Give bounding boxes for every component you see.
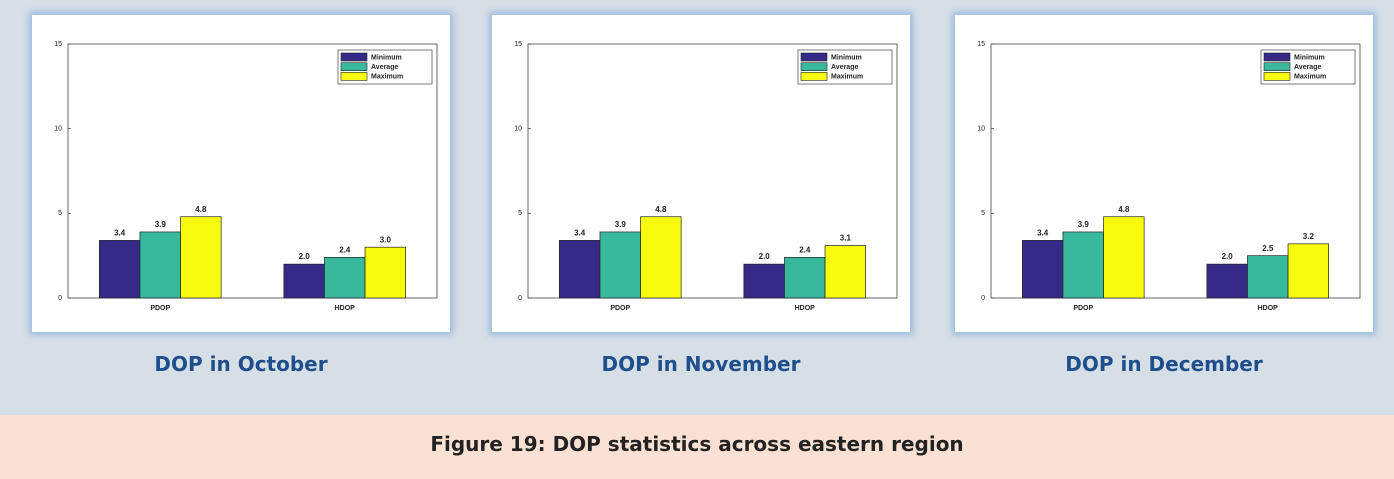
bar [283, 263, 325, 299]
y-tick-label: 0 [981, 295, 985, 302]
value-label: 3.4 [1037, 229, 1049, 238]
x-tick-label: PDOP [610, 305, 630, 312]
legend-label: Minimum [1294, 54, 1325, 61]
legend-swatch [800, 52, 828, 62]
y-tick-label: 5 [58, 210, 62, 217]
value-label: 3.2 [1303, 232, 1315, 241]
x-tick-label: HDOP [335, 305, 356, 312]
y-tick-label: 10 [54, 126, 62, 133]
plot-area [527, 43, 898, 299]
figure-caption: Figure 19: DOP statistics across eastern… [0, 415, 1394, 479]
bar [1287, 243, 1329, 299]
chart-caption: DOP in October [154, 352, 328, 376]
bar [743, 263, 785, 299]
value-label: 3.1 [840, 234, 852, 243]
value-label: 4.8 [1118, 205, 1130, 214]
chart-caption: DOP in November [601, 352, 801, 376]
y-tick-label: 5 [981, 210, 985, 217]
y-tick-label: 5 [518, 210, 522, 217]
legend-label: Average [831, 64, 858, 71]
value-label: 3.4 [574, 229, 586, 238]
y-tick-label: 15 [514, 41, 522, 48]
value-label: 3.9 [155, 220, 167, 229]
bar [139, 231, 181, 299]
bar [324, 257, 366, 299]
bar [640, 216, 682, 299]
y-tick-label: 10 [977, 126, 985, 133]
legend-label: Minimum [831, 54, 862, 61]
y-tick-label: 0 [58, 295, 62, 302]
legend-label: Average [371, 64, 398, 71]
y-tick-label: 10 [514, 126, 522, 133]
bar [364, 246, 406, 299]
bar [180, 216, 222, 299]
legend-label: Maximum [1294, 74, 1326, 81]
x-tick-label: PDOP [1073, 305, 1093, 312]
value-label: 3.9 [615, 220, 627, 229]
legend-swatch [1263, 62, 1291, 72]
plot-area [67, 43, 438, 299]
legend-swatch [340, 72, 368, 81]
legend-swatch [1263, 52, 1291, 62]
value-label: 3.9 [1078, 220, 1090, 229]
value-label: 4.8 [195, 205, 207, 214]
bar [784, 257, 826, 299]
bar [559, 240, 601, 299]
bar [1103, 216, 1145, 299]
bar [1062, 231, 1104, 299]
legend-swatch [800, 72, 828, 81]
value-label: 2.4 [339, 245, 351, 254]
value-label: 2.4 [799, 245, 811, 254]
value-label: 3.4 [114, 229, 126, 238]
panel: 0 5 10 15 PDOP 3.4 3.9 4.8 HDOP 2.0 2.5 3.2 Minimum A… [955, 15, 1373, 332]
y-tick-label: 0 [518, 295, 522, 302]
legend-swatch [1263, 72, 1291, 81]
chart-caption: DOP in December [1065, 352, 1263, 376]
y-tick-label: 15 [977, 41, 985, 48]
legend-label: Minimum [371, 54, 402, 61]
chart: 0 5 10 15 PDOP 3.4 3.9 4.8 HDOP 2.0 2.5 3.2 Minimum A… [977, 41, 1361, 312]
bar [599, 231, 641, 299]
legend-label: Maximum [831, 74, 863, 81]
legend-swatch [800, 62, 828, 72]
value-label: 2.5 [1262, 244, 1274, 253]
legend-label: Maximum [371, 74, 403, 81]
legend-swatch [340, 62, 368, 72]
value-label: 3.0 [380, 235, 392, 244]
legend-label: Average [1294, 64, 1321, 71]
chart: 0 5 10 15 PDOP 3.4 3.9 4.8 HDOP 2.0 2.4 3.1 Minimum A… [514, 41, 898, 312]
y-tick-label: 15 [54, 41, 62, 48]
bar [99, 240, 141, 299]
value-label: 4.8 [655, 205, 667, 214]
bar [1206, 263, 1248, 299]
plot-area [990, 43, 1361, 299]
bar [1247, 255, 1289, 299]
value-label: 2.0 [1222, 252, 1234, 261]
x-tick-label: HDOP [1258, 305, 1279, 312]
value-label: 2.0 [299, 252, 311, 261]
x-tick-label: HDOP [795, 305, 816, 312]
panel: 0 5 10 15 PDOP 3.4 3.9 4.8 HDOP 2.0 2.4 3.1 Minimum A… [492, 15, 910, 332]
legend-swatch [340, 52, 368, 62]
chart: 0 5 10 15 PDOP 3.4 3.9 4.8 HDOP 2.0 2.4 3.0 Minimum A… [54, 41, 438, 312]
bar [1022, 240, 1064, 299]
x-tick-label: PDOP [150, 305, 170, 312]
bar [824, 245, 866, 299]
value-label: 2.0 [759, 252, 771, 261]
panel: 0 5 10 15 PDOP 3.4 3.9 4.8 HDOP 2.0 2.4 3.0 Minimum A… [32, 15, 450, 332]
